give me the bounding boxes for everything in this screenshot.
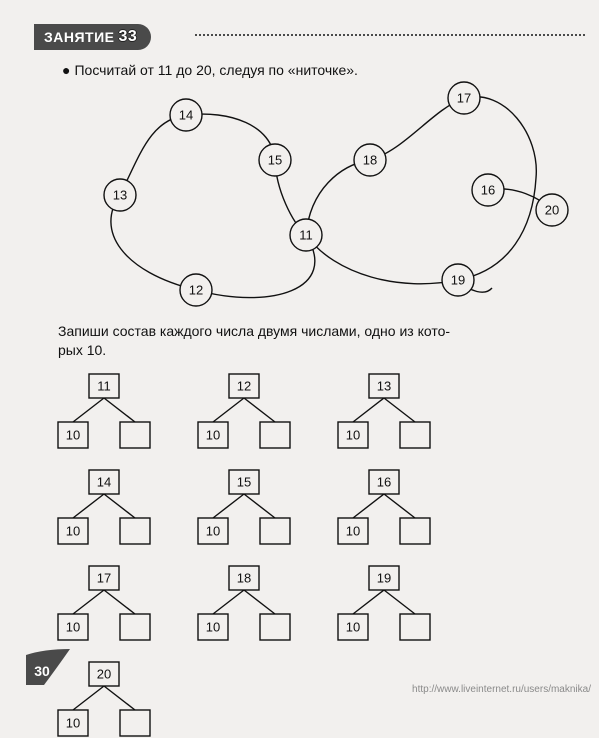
thread-node-label: 14	[179, 108, 193, 123]
task2-text: Запиши состав каждого числа двумя числам…	[58, 322, 579, 360]
right-box[interactable]	[260, 518, 290, 544]
composition-item: 11 10	[48, 372, 160, 450]
lesson-label: ЗАНЯТИЕ	[44, 29, 115, 45]
top-value: 16	[377, 475, 391, 490]
credit-text: http://www.liveinternet.ru/users/maknika…	[412, 684, 591, 695]
left-value: 10	[206, 620, 220, 635]
thread-node-label: 11	[299, 228, 313, 243]
right-box[interactable]	[400, 518, 430, 544]
left-value: 10	[206, 524, 220, 539]
thread-node-label: 12	[189, 283, 203, 298]
left-value: 10	[346, 524, 360, 539]
thread-node-label: 16	[481, 183, 495, 198]
top-value: 12	[237, 379, 251, 394]
top-value: 20	[97, 667, 111, 682]
right-box[interactable]	[400, 614, 430, 640]
top-value: 18	[237, 571, 251, 586]
top-value: 19	[377, 571, 391, 586]
top-value: 14	[97, 475, 111, 490]
bullet-icon: ●	[62, 62, 70, 78]
top-value: 15	[237, 475, 251, 490]
composition-item: 1610	[328, 468, 440, 546]
left-value: 10	[346, 428, 360, 443]
right-box[interactable]	[400, 422, 430, 448]
left-value: 10	[66, 428, 80, 443]
composition-item: 1510	[188, 468, 300, 546]
thread-node-label: 15	[268, 153, 282, 168]
left-value: 10	[346, 620, 360, 635]
thread-diagram: 14 15 13 11 12 18 17 16 19 20	[40, 80, 580, 310]
thread-node-label: 13	[113, 188, 127, 203]
composition-item: 1810	[188, 564, 300, 642]
task2-line2: рых 10.	[58, 342, 106, 358]
top-value: 11	[97, 379, 111, 394]
left-value: 10	[66, 524, 80, 539]
page: ЗАНЯТИЕ 33 ●Посчитай от 11 до 20, следуя…	[0, 0, 599, 699]
thread-node-label: 20	[545, 203, 559, 218]
task1-text: ●Посчитай от 11 до 20, следуя по «ниточк…	[62, 62, 358, 78]
composition-item: 14 10	[48, 468, 160, 546]
right-box[interactable]	[120, 710, 150, 736]
dotted-rule	[195, 34, 585, 36]
page-number-corner: 30	[26, 649, 70, 685]
thread-node-label: 18	[363, 153, 377, 168]
left-value: 10	[66, 620, 80, 635]
top-value: 17	[97, 571, 111, 586]
lesson-number: 33	[119, 28, 138, 46]
right-box[interactable]	[260, 614, 290, 640]
left-value: 10	[206, 428, 220, 443]
thread-node-label: 17	[457, 91, 471, 106]
task2-line1: Запиши состав каждого числа двумя числам…	[58, 323, 450, 339]
thread-node-label: 19	[451, 273, 465, 288]
right-box[interactable]	[120, 422, 150, 448]
left-value: 10	[66, 716, 80, 731]
right-box[interactable]	[120, 614, 150, 640]
top-value: 13	[377, 379, 391, 394]
task1-body: Посчитай от 11 до 20, следуя по «ниточке…	[74, 62, 357, 78]
composition-item: 1710	[48, 564, 160, 642]
right-box[interactable]	[120, 518, 150, 544]
composition-item: 1910	[328, 564, 440, 642]
right-box[interactable]	[260, 422, 290, 448]
page-number: 30	[34, 663, 50, 679]
composition-item: 13 10	[328, 372, 440, 450]
composition-item: 12 10	[188, 372, 300, 450]
lesson-tab: ЗАНЯТИЕ 33	[34, 24, 151, 50]
